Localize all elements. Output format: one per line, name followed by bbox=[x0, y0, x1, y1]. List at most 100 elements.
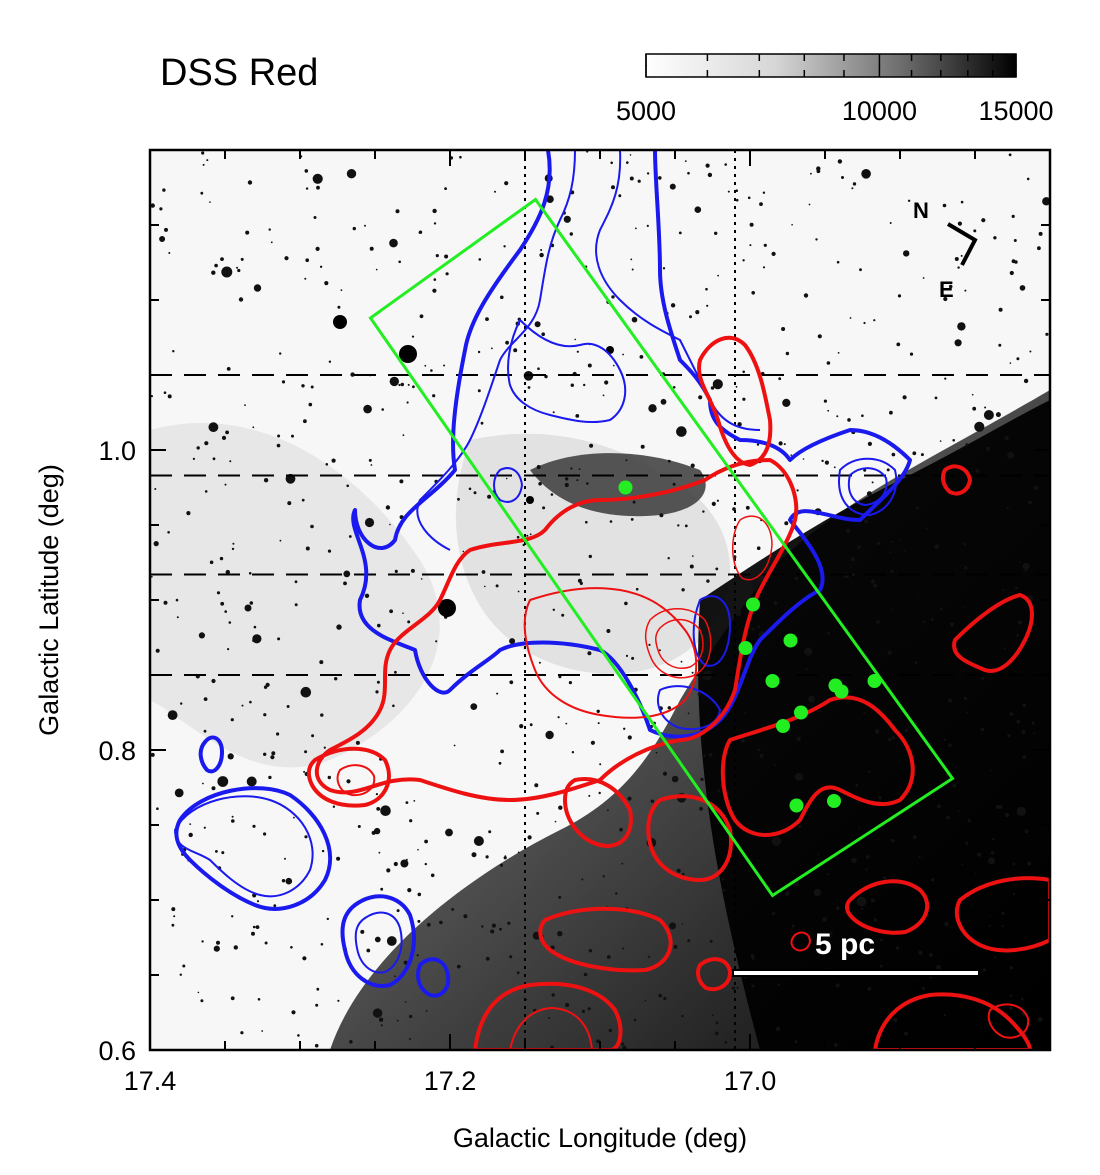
star bbox=[290, 946, 293, 949]
star bbox=[226, 367, 231, 371]
star bbox=[715, 567, 719, 571]
star bbox=[867, 986, 872, 991]
chart-title: DSS Red bbox=[160, 52, 319, 94]
star bbox=[319, 660, 324, 665]
star bbox=[714, 1031, 719, 1036]
star bbox=[246, 776, 257, 787]
star bbox=[823, 399, 828, 403]
star bbox=[1027, 501, 1030, 504]
star bbox=[588, 554, 592, 559]
star bbox=[444, 187, 447, 191]
star bbox=[171, 923, 175, 927]
star bbox=[334, 677, 338, 681]
star bbox=[827, 409, 830, 412]
star bbox=[198, 632, 205, 639]
star bbox=[596, 1039, 600, 1044]
star bbox=[328, 360, 332, 363]
star bbox=[176, 616, 179, 619]
y-tick-label: 0.8 bbox=[98, 736, 136, 766]
star bbox=[255, 637, 259, 641]
star bbox=[711, 501, 716, 506]
star bbox=[201, 151, 205, 155]
star bbox=[410, 568, 415, 573]
star bbox=[227, 648, 230, 651]
star bbox=[574, 338, 576, 341]
star bbox=[858, 827, 861, 830]
star bbox=[852, 572, 856, 577]
star bbox=[583, 383, 586, 387]
scale-bar: 5 pc bbox=[732, 927, 980, 977]
star bbox=[1011, 214, 1015, 218]
star bbox=[697, 692, 701, 696]
bright-star bbox=[438, 599, 456, 617]
star bbox=[505, 477, 508, 480]
x-axis-label: Galactic Longitude (deg) bbox=[453, 1123, 747, 1153]
star bbox=[752, 587, 757, 592]
star bbox=[263, 713, 267, 717]
star bbox=[417, 848, 419, 851]
dark-lane bbox=[530, 453, 706, 517]
star bbox=[277, 434, 281, 438]
star bbox=[889, 551, 892, 554]
star bbox=[276, 443, 281, 448]
star bbox=[694, 206, 702, 213]
star bbox=[473, 491, 477, 495]
star bbox=[182, 964, 186, 968]
star bbox=[745, 505, 750, 510]
star bbox=[928, 952, 933, 957]
star bbox=[727, 190, 730, 193]
star bbox=[627, 735, 632, 740]
star bbox=[967, 819, 971, 823]
star bbox=[606, 955, 611, 959]
star bbox=[534, 321, 541, 328]
star bbox=[224, 483, 227, 486]
star bbox=[536, 811, 540, 815]
star bbox=[404, 1001, 407, 1003]
star bbox=[684, 524, 688, 528]
star bbox=[721, 877, 725, 881]
star bbox=[954, 339, 962, 347]
star bbox=[378, 1017, 384, 1022]
star bbox=[398, 260, 402, 264]
star bbox=[505, 340, 509, 345]
star bbox=[416, 954, 419, 957]
star bbox=[369, 246, 374, 251]
star bbox=[891, 452, 896, 457]
star bbox=[981, 677, 984, 680]
star bbox=[586, 482, 589, 485]
star bbox=[993, 236, 997, 240]
star bbox=[413, 800, 416, 802]
star bbox=[214, 263, 218, 268]
star bbox=[734, 609, 742, 617]
star bbox=[895, 946, 900, 950]
star bbox=[294, 580, 298, 584]
star bbox=[624, 601, 628, 606]
star bbox=[1045, 332, 1049, 336]
star bbox=[343, 581, 347, 586]
star bbox=[557, 716, 560, 719]
star bbox=[992, 837, 995, 841]
star bbox=[864, 519, 869, 524]
star bbox=[871, 579, 875, 584]
star bbox=[407, 620, 411, 624]
star bbox=[265, 682, 270, 688]
star bbox=[1009, 362, 1012, 364]
star bbox=[963, 543, 967, 546]
green-point bbox=[765, 674, 780, 688]
star bbox=[251, 931, 255, 936]
star bbox=[230, 996, 235, 1001]
star bbox=[851, 857, 857, 864]
star bbox=[771, 251, 776, 256]
star bbox=[539, 252, 544, 258]
star bbox=[376, 680, 380, 684]
star bbox=[575, 414, 580, 418]
star bbox=[660, 398, 667, 405]
star bbox=[503, 245, 506, 248]
green-point bbox=[776, 719, 790, 733]
star bbox=[1020, 997, 1024, 1001]
star bbox=[346, 484, 350, 488]
star bbox=[424, 839, 428, 844]
star bbox=[904, 1031, 909, 1036]
star bbox=[836, 415, 839, 418]
star bbox=[496, 692, 499, 695]
